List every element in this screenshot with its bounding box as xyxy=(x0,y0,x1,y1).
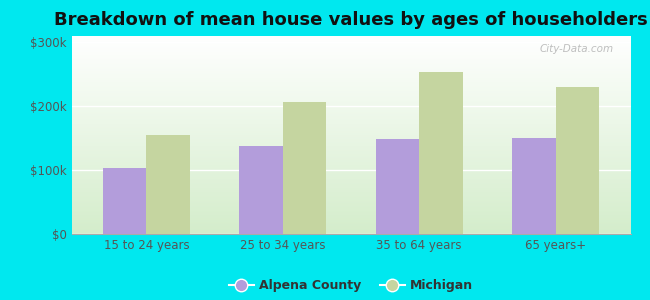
Bar xyxy=(512,138,556,234)
Title: Breakdown of mean house values by ages of householders: Breakdown of mean house values by ages o… xyxy=(54,11,648,29)
Bar xyxy=(239,146,283,234)
Text: City-Data.com: City-Data.com xyxy=(540,44,614,54)
Bar xyxy=(283,102,326,234)
Bar xyxy=(146,135,190,234)
Bar xyxy=(419,72,463,234)
Bar xyxy=(376,140,419,234)
Bar xyxy=(556,87,599,234)
Legend: Alpena County, Michigan: Alpena County, Michigan xyxy=(224,274,478,297)
Bar xyxy=(103,168,146,234)
